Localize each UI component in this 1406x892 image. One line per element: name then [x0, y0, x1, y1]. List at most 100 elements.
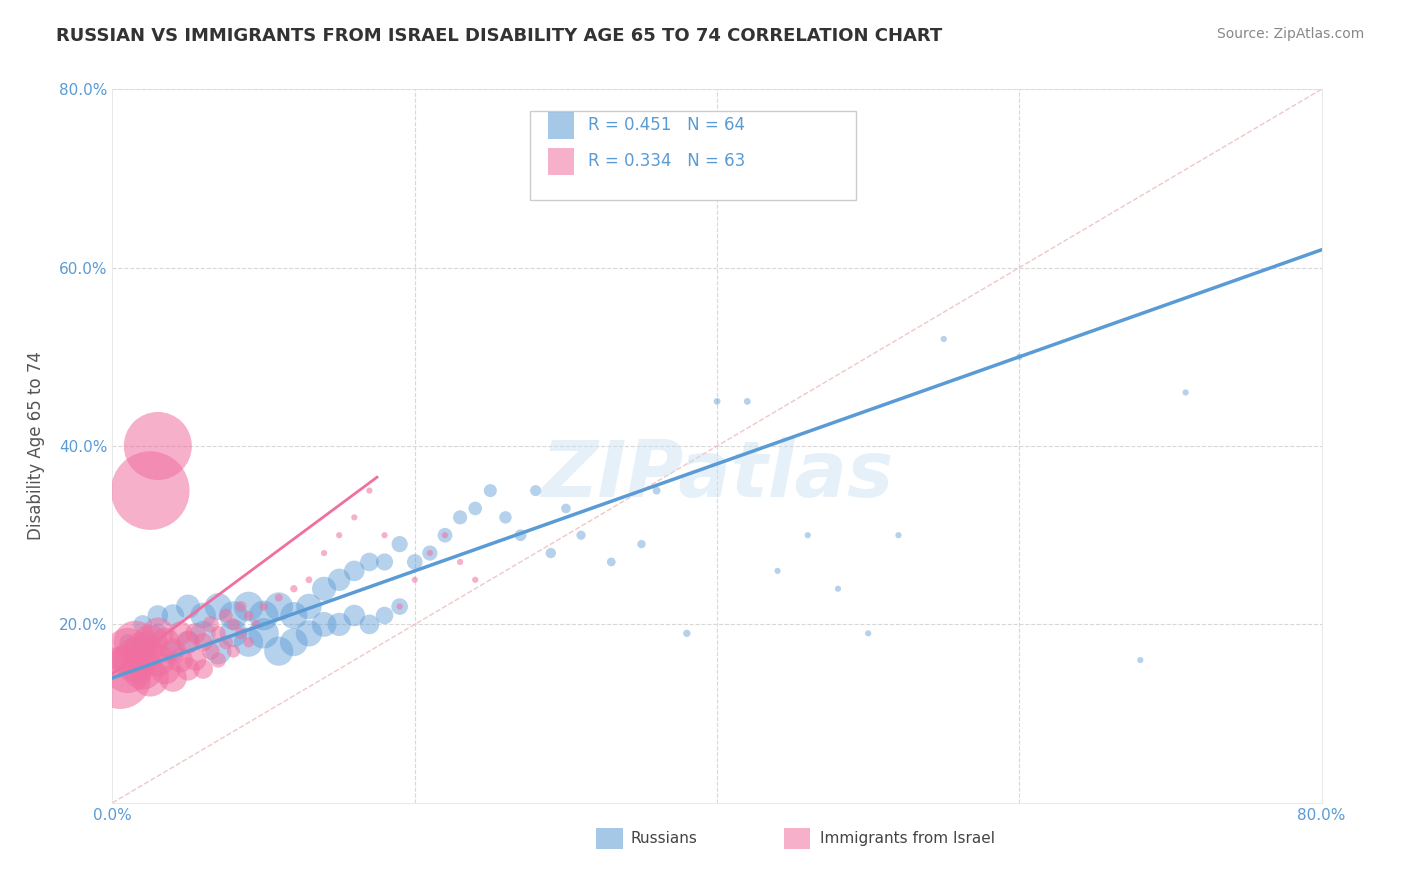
Point: [222, 644, 245, 658]
Point: [283, 608, 305, 623]
Point: [359, 483, 381, 498]
Point: [132, 662, 155, 676]
Point: [495, 510, 517, 524]
Point: [328, 528, 350, 542]
Point: [207, 653, 229, 667]
Point: [162, 608, 184, 623]
Point: [229, 626, 252, 640]
Point: [245, 617, 267, 632]
Point: [253, 599, 276, 614]
Point: [343, 510, 366, 524]
Point: [706, 394, 728, 409]
Point: [184, 653, 207, 667]
Point: [207, 599, 229, 614]
Point: [298, 573, 321, 587]
Point: [630, 537, 652, 551]
Point: [139, 483, 162, 498]
Bar: [596, 828, 623, 849]
Point: [1174, 385, 1197, 400]
Point: [509, 528, 531, 542]
Point: [540, 546, 562, 560]
Text: R = 0.334   N = 63: R = 0.334 N = 63: [588, 152, 745, 169]
Point: [479, 483, 502, 498]
Point: [464, 573, 486, 587]
Point: [328, 573, 350, 587]
Point: [169, 653, 191, 667]
Point: [207, 644, 229, 658]
Text: RUSSIAN VS IMMIGRANTS FROM ISRAEL DISABILITY AGE 65 TO 74 CORRELATION CHART: RUSSIAN VS IMMIGRANTS FROM ISRAEL DISABI…: [56, 27, 942, 45]
Point: [229, 599, 252, 614]
Point: [215, 635, 238, 649]
Point: [253, 608, 276, 623]
Text: Russians: Russians: [630, 831, 697, 846]
Point: [404, 573, 426, 587]
Point: [191, 635, 214, 649]
Point: [464, 501, 486, 516]
Point: [146, 653, 169, 667]
Point: [162, 644, 184, 658]
Point: [108, 671, 131, 685]
Point: [283, 635, 305, 649]
Point: [191, 608, 214, 623]
Point: [177, 635, 200, 649]
Point: [267, 599, 290, 614]
Point: [359, 555, 381, 569]
Point: [117, 644, 139, 658]
Point: [419, 546, 441, 560]
Point: [1129, 653, 1152, 667]
Point: [146, 608, 169, 623]
Point: [222, 626, 245, 640]
Point: [887, 528, 910, 542]
Point: [207, 626, 229, 640]
Point: [314, 582, 336, 596]
Point: [433, 528, 456, 542]
Point: [314, 617, 336, 632]
Point: [124, 635, 146, 649]
Point: [238, 635, 260, 649]
Point: [200, 644, 222, 658]
Text: Source: ZipAtlas.com: Source: ZipAtlas.com: [1216, 27, 1364, 41]
Point: [569, 528, 592, 542]
Point: [328, 617, 350, 632]
Point: [139, 671, 162, 685]
Point: [675, 626, 697, 640]
Point: [238, 635, 260, 649]
Point: [433, 528, 456, 542]
Text: Immigrants from Israel: Immigrants from Israel: [820, 831, 995, 846]
Point: [388, 599, 411, 614]
Point: [117, 662, 139, 676]
Point: [298, 599, 321, 614]
Point: [600, 555, 623, 569]
Point: [169, 626, 191, 640]
Point: [1008, 350, 1031, 364]
Point: [177, 635, 200, 649]
Point: [374, 608, 396, 623]
Point: [932, 332, 955, 346]
Point: [253, 626, 276, 640]
Point: [856, 626, 880, 640]
Point: [191, 662, 214, 676]
Point: [146, 439, 169, 453]
Bar: [548, 112, 575, 139]
Point: [184, 626, 207, 640]
Point: [283, 582, 305, 596]
Text: ZIPatlas: ZIPatlas: [541, 436, 893, 513]
Point: [146, 626, 169, 640]
Point: [314, 546, 336, 560]
Bar: [783, 828, 810, 849]
Point: [388, 599, 411, 614]
Point: [177, 599, 200, 614]
Point: [374, 528, 396, 542]
Point: [222, 608, 245, 623]
Point: [298, 626, 321, 640]
Point: [404, 555, 426, 569]
Point: [374, 555, 396, 569]
Point: [162, 644, 184, 658]
Point: [146, 626, 169, 640]
Point: [554, 501, 576, 516]
Point: [162, 671, 184, 685]
Point: [155, 635, 177, 649]
Point: [238, 608, 260, 623]
Point: [267, 591, 290, 605]
Y-axis label: Disability Age 65 to 74: Disability Age 65 to 74: [27, 351, 45, 541]
